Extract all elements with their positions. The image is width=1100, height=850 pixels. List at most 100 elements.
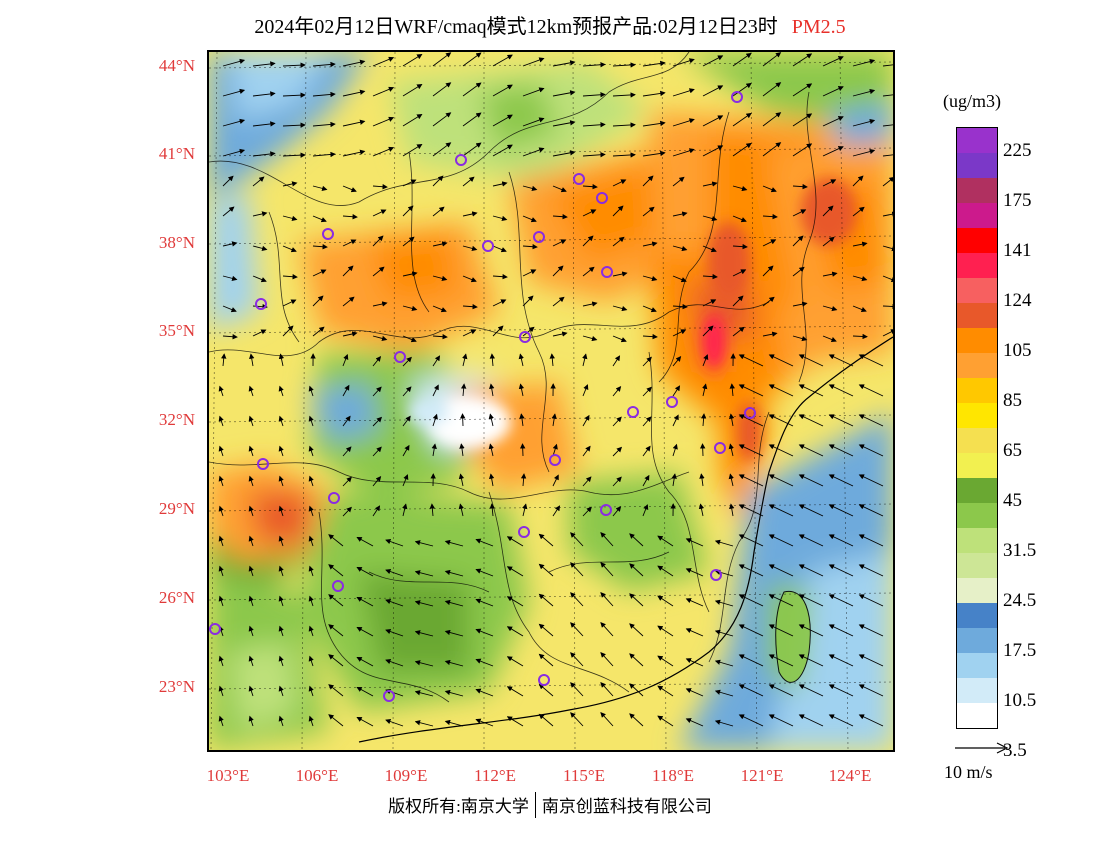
- wind-arrow: [444, 599, 464, 607]
- wind-arrow: [672, 211, 688, 217]
- legend-swatch: [957, 403, 997, 428]
- wind-arrow: [444, 689, 464, 697]
- wind-arrow: [792, 143, 813, 157]
- wind-arrow: [278, 595, 284, 607]
- lon-tick-label: 121°E: [740, 766, 784, 785]
- wind-arrow: [672, 176, 685, 187]
- legend-swatch: [957, 453, 997, 478]
- wind-arrow: [629, 593, 644, 607]
- wind-arrow: [342, 149, 366, 157]
- wind-arrow: [432, 355, 441, 367]
- wind-arrow: [372, 235, 384, 247]
- legend-value-label: 17.5: [1003, 640, 1037, 661]
- wind-arrow: [372, 116, 395, 127]
- wind-arrow: [402, 386, 412, 397]
- wind-arrow: [552, 296, 565, 307]
- wind-arrow: [462, 112, 482, 127]
- wind-arrow: [432, 241, 448, 247]
- wind-arrow: [768, 684, 794, 697]
- wind-arrow: [218, 715, 224, 727]
- wind-arrow: [278, 685, 284, 697]
- wind-arrow: [489, 503, 495, 517]
- map-title: 2024年02月12日WRF/cmaq模式12km预报产品:02月12日23时 P…: [0, 10, 1100, 39]
- wind-arrow: [657, 715, 674, 727]
- legend-swatch: [957, 703, 997, 728]
- lat-tick-label: 41°N: [158, 144, 195, 163]
- legend-swatch: [957, 528, 997, 553]
- title-pollutant: PM2.5: [791, 16, 846, 38]
- wind-arrow: [600, 652, 614, 667]
- legend-swatch: [957, 478, 997, 503]
- wind-arrow: [882, 211, 893, 217]
- wind-arrow: [728, 443, 734, 457]
- wind-arrow: [308, 715, 314, 727]
- wind-arrow: [328, 534, 344, 547]
- wind-arrow: [570, 712, 584, 727]
- wind-arrow: [582, 476, 592, 487]
- wind-arrow: [432, 175, 444, 187]
- wind-arrow: [852, 275, 868, 282]
- wind-arrow: [792, 301, 808, 307]
- wind-arrow: [372, 209, 387, 217]
- wind-arrow: [222, 305, 237, 313]
- wind-arrow: [792, 113, 813, 127]
- wind-arrow: [248, 535, 254, 547]
- wind-arrow: [672, 148, 695, 157]
- wind-arrow: [792, 266, 805, 277]
- wind-arrow: [308, 625, 314, 637]
- wind-arrow: [570, 532, 584, 547]
- wind-arrow: [612, 271, 628, 277]
- wind-arrow: [642, 60, 666, 67]
- wind-arrow: [798, 504, 824, 517]
- lon-tick-label: 118°E: [651, 766, 695, 785]
- wind-arrow: [252, 245, 268, 251]
- wind-arrow: [552, 213, 568, 220]
- wind-arrow: [506, 566, 524, 577]
- wind-arrow: [308, 445, 314, 457]
- wind-arrow: [492, 114, 513, 127]
- wind-arrow: [312, 215, 327, 223]
- wind-arrow: [828, 504, 854, 517]
- wind-arrow: [248, 415, 254, 427]
- wind-arrow: [218, 445, 224, 457]
- wind-arrow: [444, 719, 464, 727]
- wind-arrow: [492, 299, 507, 307]
- wind-arrow: [699, 473, 705, 487]
- wind-arrow: [714, 659, 734, 667]
- wind-arrow: [642, 241, 658, 247]
- wind-arrow: [672, 58, 695, 67]
- wind-arrow: [402, 84, 423, 97]
- wind-arrow: [738, 534, 764, 547]
- wind-arrow: [642, 386, 652, 397]
- wind-arrow: [762, 142, 782, 157]
- wind-arrow: [685, 628, 704, 637]
- wind-arrow: [282, 274, 298, 280]
- wind-arrow: [768, 564, 794, 577]
- wind-arrow: [882, 94, 893, 97]
- color-legend-bar: [956, 127, 998, 729]
- wind-arrow: [729, 383, 735, 397]
- wind-arrow: [549, 353, 555, 367]
- wind-arrow: [248, 595, 254, 607]
- wind-arrow: [252, 275, 267, 283]
- wind-arrow: [714, 539, 734, 547]
- wind-arrow: [702, 145, 724, 157]
- wind-arrow: [218, 385, 224, 397]
- wind-arrow: [506, 536, 524, 547]
- wind-arrow: [402, 236, 415, 247]
- wind-arrow: [732, 142, 752, 157]
- lon-tick-label: 112°E: [473, 766, 517, 785]
- wind-arrow: [475, 718, 494, 727]
- wind-arrow: [356, 626, 374, 637]
- wind-arrow: [402, 503, 408, 517]
- wind-arrow: [414, 570, 434, 577]
- wind-arrow: [252, 151, 276, 157]
- wind-arrow: [248, 445, 254, 457]
- wind-arrow: [762, 265, 774, 277]
- wind-arrow: [402, 205, 414, 217]
- wind-arrow: [282, 181, 298, 187]
- legend-value-label: 31.5: [1003, 540, 1037, 561]
- wind-arrow: [429, 503, 436, 517]
- legend-swatch: [957, 378, 997, 403]
- wind-arrow: [342, 265, 354, 277]
